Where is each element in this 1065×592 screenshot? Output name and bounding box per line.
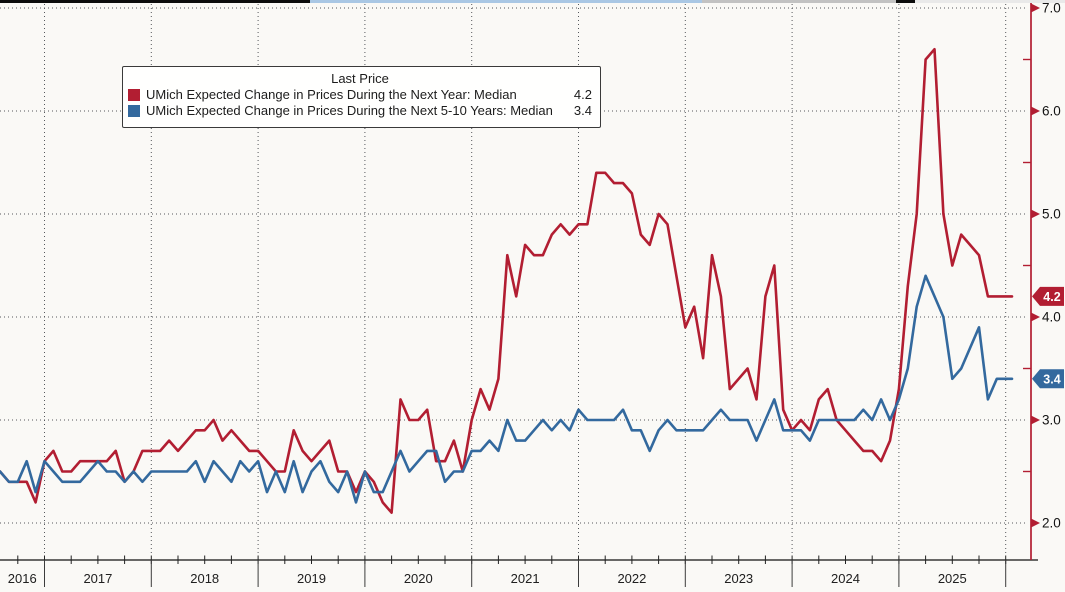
y-axis-tick-arrow-icon [1031,312,1040,322]
window-edge-light-segment [915,0,1065,3]
legend-label-next-5-10-years: UMich Expected Change in Prices During t… [146,103,553,118]
last-price-badge-value: 4.2 [1043,290,1060,304]
y-axis-tick-label: 5.0 [1042,207,1061,222]
legend-title: Last Price [331,71,389,86]
last-price-badge-next-year [1032,286,1064,306]
y-axis-tick-label: 6.0 [1042,104,1061,119]
x-axis-year-label: 2017 [83,571,112,586]
window-edge-gray-segment [702,0,896,3]
y-axis-tick-arrow-icon [1031,518,1040,528]
legend-box: Last Price UMich Expected Change in Pric… [122,66,601,128]
x-axis-year-label: 2022 [617,571,646,586]
x-axis-year-label: 2025 [938,571,967,586]
x-axis-year-label: 2016 [8,571,37,586]
legend-swatch-next-5-10-years-icon [128,105,140,117]
y-axis-tick-arrow-icon [1031,3,1040,13]
y-axis-tick-label: 3.0 [1042,413,1061,428]
last-price-badge-value: 3.4 [1043,373,1060,387]
last-price-badge-next-5-10-years [1032,369,1064,389]
x-axis-year-label: 2024 [831,571,860,586]
y-axis-tick-arrow-icon [1031,209,1040,219]
window-edge-artifact [0,0,1065,3]
x-axis-year-label: 2021 [511,571,540,586]
x-axis-year-label: 2018 [190,571,219,586]
y-axis-tick-arrow-icon [1031,106,1040,116]
window-edge-dark-segment2 [896,0,915,3]
legend-label-next-year: UMich Expected Change in Prices During t… [146,87,517,102]
legend-swatch-next-year-icon [128,89,140,101]
x-axis-year-label: 2023 [724,571,753,586]
window-edge-blue-segment [310,0,702,3]
y-axis-tick-label: 7.0 [1042,1,1061,16]
y-axis-tick-arrow-icon [1031,415,1040,425]
window-edge-dark-segment [0,0,310,3]
legend-row-next-year[interactable]: UMich Expected Change in Prices During t… [128,87,592,103]
legend-value-next-year: 4.2 [573,87,592,102]
y-axis-tick-label: 2.0 [1042,516,1061,531]
series-line-umich-next-5-10-years [0,274,1014,504]
legend-row-next-5-10-years[interactable]: UMich Expected Change in Prices During t… [128,103,592,119]
y-axis-tick-label: 4.0 [1042,310,1061,325]
x-axis-year-label: 2020 [404,571,433,586]
series-line-umich-next-year [0,47,1014,514]
legend-value-next-5-10-years: 3.4 [573,103,592,118]
x-axis-year-label: 2019 [297,571,326,586]
